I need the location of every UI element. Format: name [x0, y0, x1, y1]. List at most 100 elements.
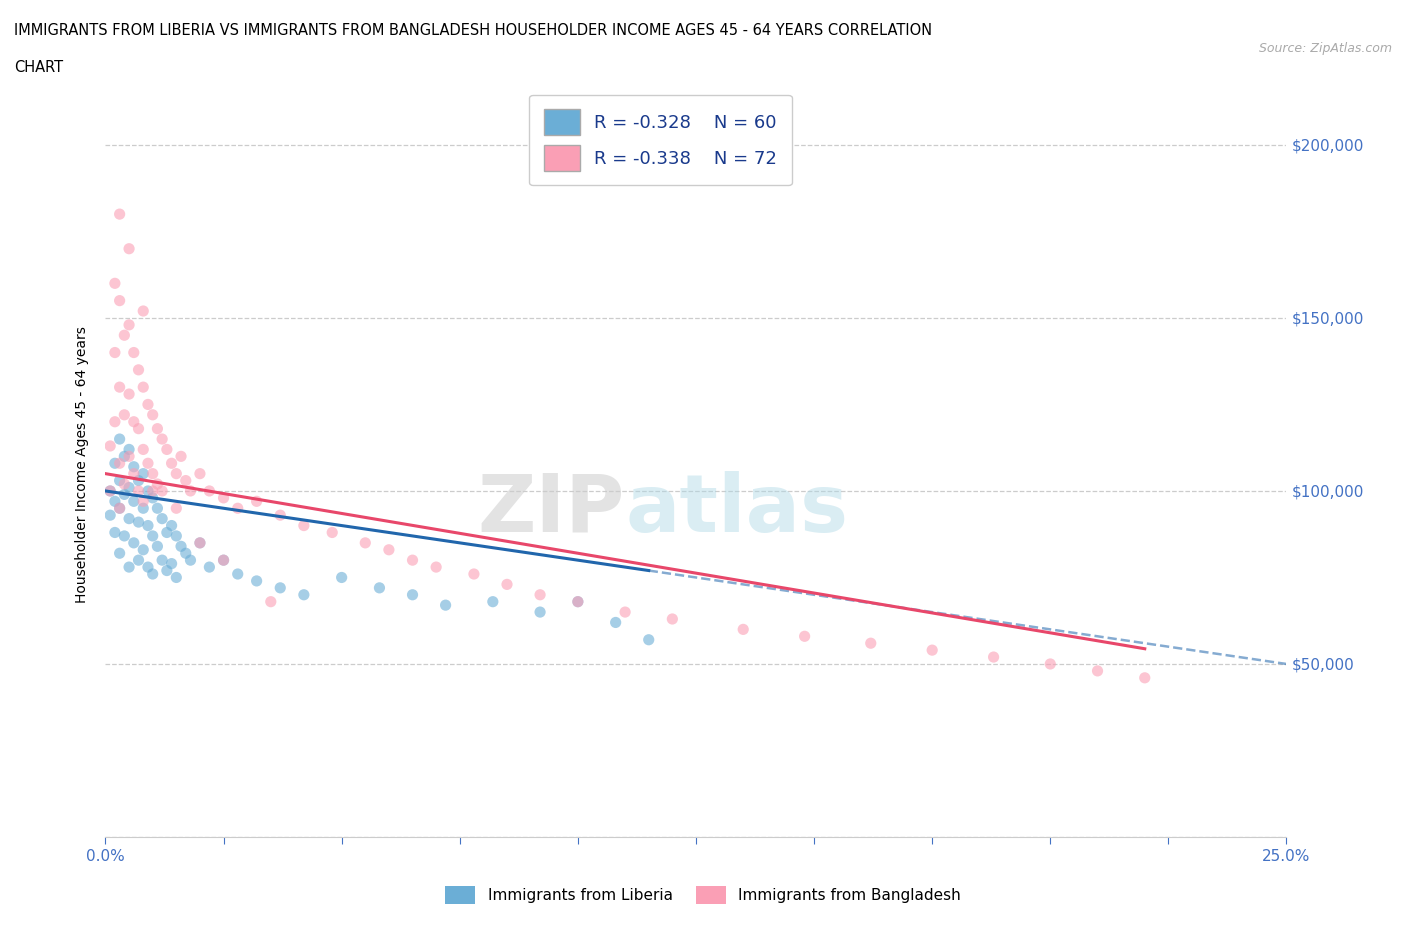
Point	[132, 501, 155, 516]
Point	[378, 542, 401, 557]
Point	[122, 536, 145, 551]
Point	[98, 484, 121, 498]
Point	[122, 414, 145, 429]
Point	[150, 512, 173, 526]
Point	[529, 588, 551, 603]
Point	[661, 612, 683, 627]
Point	[733, 622, 755, 637]
Point	[198, 560, 221, 575]
Point	[104, 456, 127, 471]
Point	[496, 577, 519, 591]
Point	[188, 536, 211, 551]
Point	[165, 466, 187, 481]
Point	[567, 594, 589, 609]
Point	[160, 518, 183, 533]
Point	[122, 345, 145, 360]
Point	[122, 494, 145, 509]
Point	[122, 466, 145, 481]
Point	[434, 598, 457, 613]
Point	[98, 484, 121, 498]
Point	[142, 566, 165, 581]
Legend: Immigrants from Liberia, Immigrants from Bangladesh: Immigrants from Liberia, Immigrants from…	[439, 880, 967, 910]
Point	[132, 379, 155, 394]
Point	[146, 476, 169, 491]
Point	[118, 442, 141, 457]
Text: IMMIGRANTS FROM LIBERIA VS IMMIGRANTS FROM BANGLADESH HOUSEHOLDER INCOME AGES 45: IMMIGRANTS FROM LIBERIA VS IMMIGRANTS FR…	[14, 23, 932, 38]
Point	[108, 293, 131, 308]
Point	[142, 490, 165, 505]
Point	[142, 528, 165, 543]
Point	[165, 501, 187, 516]
Point	[118, 512, 141, 526]
Point	[104, 276, 127, 291]
Point	[174, 473, 197, 488]
Point	[108, 546, 131, 561]
Point	[136, 397, 159, 412]
Point	[112, 407, 135, 422]
Point	[112, 327, 135, 342]
Point	[108, 501, 131, 516]
Point	[859, 636, 882, 651]
Point	[128, 421, 150, 436]
Point	[132, 442, 155, 457]
Point	[118, 449, 141, 464]
Point	[226, 501, 249, 516]
Point	[128, 363, 150, 378]
Point	[212, 490, 235, 505]
Point	[150, 432, 173, 446]
Legend: R = -0.328    N = 60, R = -0.338    N = 72: R = -0.328 N = 60, R = -0.338 N = 72	[530, 95, 792, 185]
Point	[160, 556, 183, 571]
Point	[354, 536, 377, 551]
Point	[212, 552, 235, 567]
Point	[108, 206, 131, 221]
Point	[226, 566, 249, 581]
Point	[637, 632, 659, 647]
Point	[146, 421, 169, 436]
Point	[246, 574, 269, 589]
Point	[136, 456, 159, 471]
Point	[292, 588, 315, 603]
Point	[142, 407, 165, 422]
Point	[128, 473, 150, 488]
Point	[330, 570, 353, 585]
Point	[1087, 663, 1109, 678]
Point	[150, 552, 173, 567]
Point	[122, 459, 145, 474]
Point	[321, 525, 343, 540]
Point	[170, 449, 193, 464]
Point	[1133, 671, 1156, 685]
Point	[401, 552, 423, 567]
Point	[108, 432, 131, 446]
Text: Source: ZipAtlas.com: Source: ZipAtlas.com	[1258, 42, 1392, 55]
Y-axis label: Householder Income Ages 45 - 64 years: Householder Income Ages 45 - 64 years	[76, 326, 90, 604]
Point	[104, 494, 127, 509]
Point	[104, 345, 127, 360]
Text: ZIP: ZIP	[478, 471, 626, 549]
Point	[112, 449, 135, 464]
Point	[269, 508, 291, 523]
Point	[212, 552, 235, 567]
Point	[128, 484, 150, 498]
Point	[165, 528, 187, 543]
Point	[108, 473, 131, 488]
Point	[118, 480, 141, 495]
Text: CHART: CHART	[14, 60, 63, 75]
Point	[142, 466, 165, 481]
Point	[118, 317, 141, 332]
Point	[98, 508, 121, 523]
Point	[179, 552, 201, 567]
Point	[156, 563, 179, 578]
Point	[142, 484, 165, 498]
Point	[165, 570, 187, 585]
Point	[368, 580, 391, 595]
Point	[132, 542, 155, 557]
Point	[118, 387, 141, 402]
Point	[179, 484, 201, 498]
Point	[567, 594, 589, 609]
Point	[793, 629, 815, 644]
Point	[132, 466, 155, 481]
Point	[136, 560, 159, 575]
Point	[128, 514, 150, 529]
Point	[260, 594, 283, 609]
Point	[132, 494, 155, 509]
